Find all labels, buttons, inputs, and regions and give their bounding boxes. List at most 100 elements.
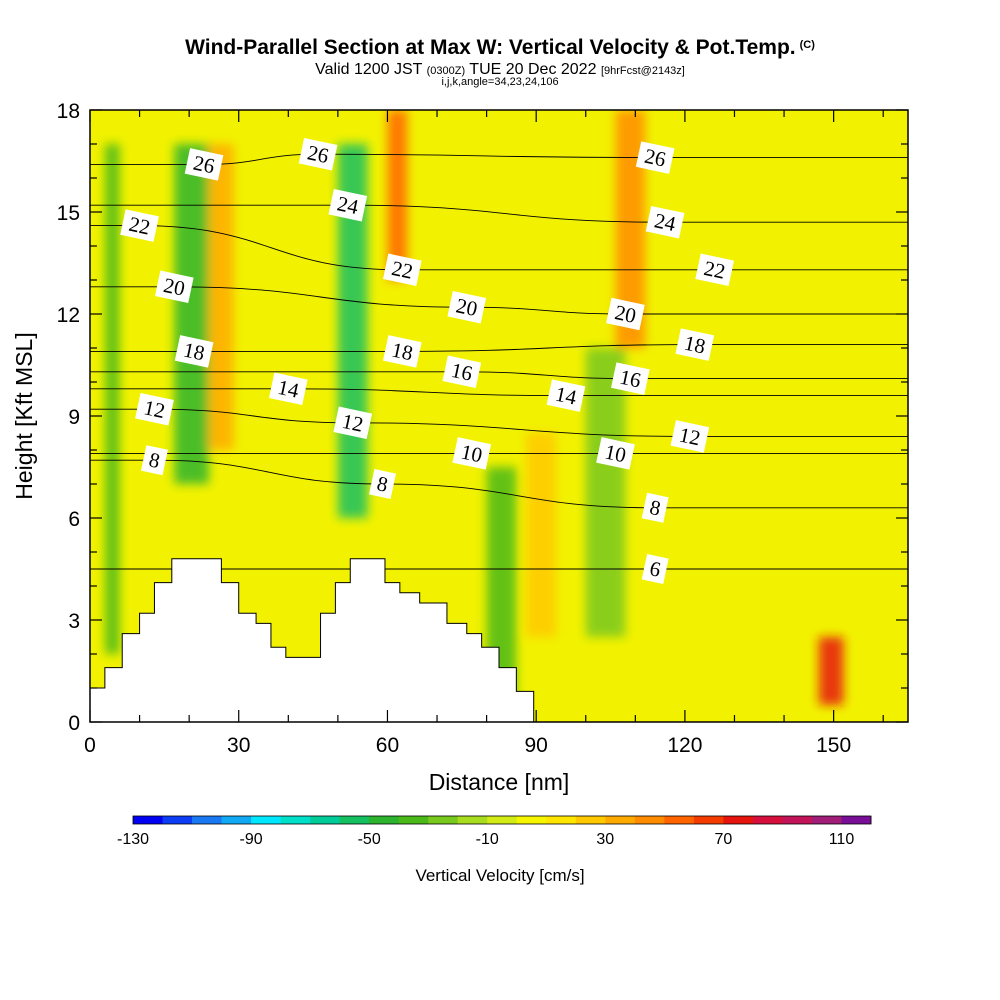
velocity-cell — [387, 110, 408, 280]
contour-label-box — [641, 492, 669, 523]
contour-label-box — [268, 372, 308, 406]
colorbar-tick-label: -10 — [476, 831, 499, 848]
colorbar-swatch — [605, 816, 636, 824]
theta-contour-line — [90, 388, 908, 397]
chart-title: Wind-Parallel Section at Max W: Vertical… — [185, 36, 815, 59]
contour-label: 20 — [154, 270, 194, 304]
contour-label: 22 — [120, 209, 159, 242]
y-tick-label: 18 — [57, 100, 80, 123]
x-tick-label: 60 — [376, 734, 399, 757]
contour-label-text: 18 — [390, 337, 416, 365]
colorbar-swatch — [811, 816, 842, 824]
x-tick-label: 120 — [667, 734, 702, 757]
contour-label-box — [369, 468, 396, 500]
velocity-cell — [585, 348, 626, 637]
contour-label: 8 — [140, 445, 168, 476]
colorbar-swatch — [162, 816, 193, 824]
chart-subtitle: Valid 1200 JST (0300Z) TUE 20 Dec 2022 [… — [315, 61, 685, 78]
contour-label-box — [154, 270, 194, 304]
colorbar-swatch — [310, 816, 341, 824]
colorbar-swatch — [369, 816, 400, 824]
contour-label-box — [135, 392, 174, 426]
x-axis-title: Distance [nm] — [429, 769, 570, 795]
colorbar-swatch — [752, 816, 783, 824]
contour-label-text: 6 — [648, 556, 663, 582]
velocity-cell — [818, 637, 844, 705]
copyright-mark: (C) — [799, 39, 815, 51]
colorbar-swatch — [841, 816, 872, 824]
contour-label-box — [606, 297, 645, 331]
contour-label-box — [328, 188, 368, 222]
contour-label: 20 — [606, 297, 645, 331]
colorbar-title: Vertical Velocity [cm/s] — [415, 866, 584, 885]
contour-label-box — [184, 148, 224, 181]
contour-label: 26 — [184, 148, 224, 181]
contour-label: 24 — [645, 205, 685, 239]
contour-label-box — [596, 437, 635, 470]
contour-label: 18 — [174, 335, 214, 368]
contour-label-box — [442, 355, 482, 389]
contour-label-box — [670, 420, 710, 453]
y-tick-label: 12 — [57, 304, 80, 327]
contour-label-text: 8 — [648, 495, 663, 521]
contour-label: 20 — [447, 290, 487, 324]
x-tick-label: 150 — [816, 734, 851, 757]
contour-label: 18 — [382, 335, 422, 368]
contour-label-text: 20 — [454, 293, 480, 321]
grid-indices: i,j,k,angle=34,23,24,106 — [441, 76, 559, 88]
colorbar-swatch — [339, 816, 370, 824]
contour-label-box — [298, 137, 338, 171]
contour-label: 14 — [546, 379, 586, 412]
contour-label-text: 20 — [162, 273, 188, 301]
colorbar-tick-label: -90 — [240, 831, 263, 848]
colorbar-swatch — [133, 816, 164, 824]
y-tick-label: 6 — [68, 508, 80, 531]
contour-label-text: 20 — [613, 300, 639, 328]
contour-label: 26 — [635, 141, 675, 174]
contour-label: 14 — [268, 372, 308, 406]
contour-label: 24 — [328, 188, 368, 222]
y-tick-label: 15 — [57, 202, 80, 225]
y-axis: 0 3 6 9 12 15 18 — [57, 100, 908, 735]
contour-label-box — [611, 362, 650, 395]
contour-label-box — [447, 290, 487, 324]
terrain — [90, 558, 535, 722]
contour-labels: 6 8 8 8 10 10 12 12 12 14 14 16 16 18 18 18 20 20 20 22 22 22… — [120, 137, 734, 585]
contour-label-text: 26 — [191, 150, 217, 178]
colorbar-swatch — [251, 816, 282, 824]
contour-label-text: 8 — [375, 471, 390, 497]
contour-label: 10 — [596, 437, 635, 470]
contour-label-text: 10 — [459, 439, 485, 467]
colorbar-swatch — [723, 816, 754, 824]
colorbar-swatch — [192, 816, 223, 824]
contour-label-box — [333, 406, 373, 440]
contour-label-text: 16 — [449, 358, 475, 386]
colorbar-swatch — [546, 816, 577, 824]
x-axis: 0 30 60 90 120 150 — [84, 110, 884, 757]
contour-label: 22 — [695, 253, 734, 287]
contour-label-text: 18 — [181, 337, 207, 365]
colorbar-tick-label: -50 — [358, 831, 381, 848]
x-tick-label: 0 — [84, 734, 96, 757]
theta-contour-line — [90, 371, 908, 380]
contour-label-text: 26 — [642, 144, 668, 172]
contour-label-text: 12 — [677, 422, 703, 450]
colorbar-frame — [132, 815, 872, 825]
contour-label-text: 22 — [127, 212, 153, 240]
colorbar-swatch — [664, 816, 695, 824]
colorbar-swatch — [221, 816, 252, 824]
contour-label-text: 16 — [618, 365, 644, 393]
y-tick-label: 0 — [68, 712, 80, 735]
contour-label: 16 — [611, 362, 650, 395]
contour-label-text: 10 — [603, 439, 629, 467]
theta-contour-line — [90, 204, 908, 223]
contour-label: 8 — [641, 492, 669, 523]
colorbar: -130 -90 -50 -10 30 70 110 — [117, 815, 872, 848]
velocity-cell — [208, 144, 234, 450]
contour-label-text: 12 — [142, 395, 168, 423]
contour-label-text: 18 — [682, 331, 708, 359]
y-axis-title: Height [Kft MSL] — [11, 332, 37, 499]
contour-label-text: 8 — [147, 447, 162, 473]
colorbar-tick-label: 70 — [715, 831, 733, 848]
contour-label-box — [675, 328, 715, 361]
